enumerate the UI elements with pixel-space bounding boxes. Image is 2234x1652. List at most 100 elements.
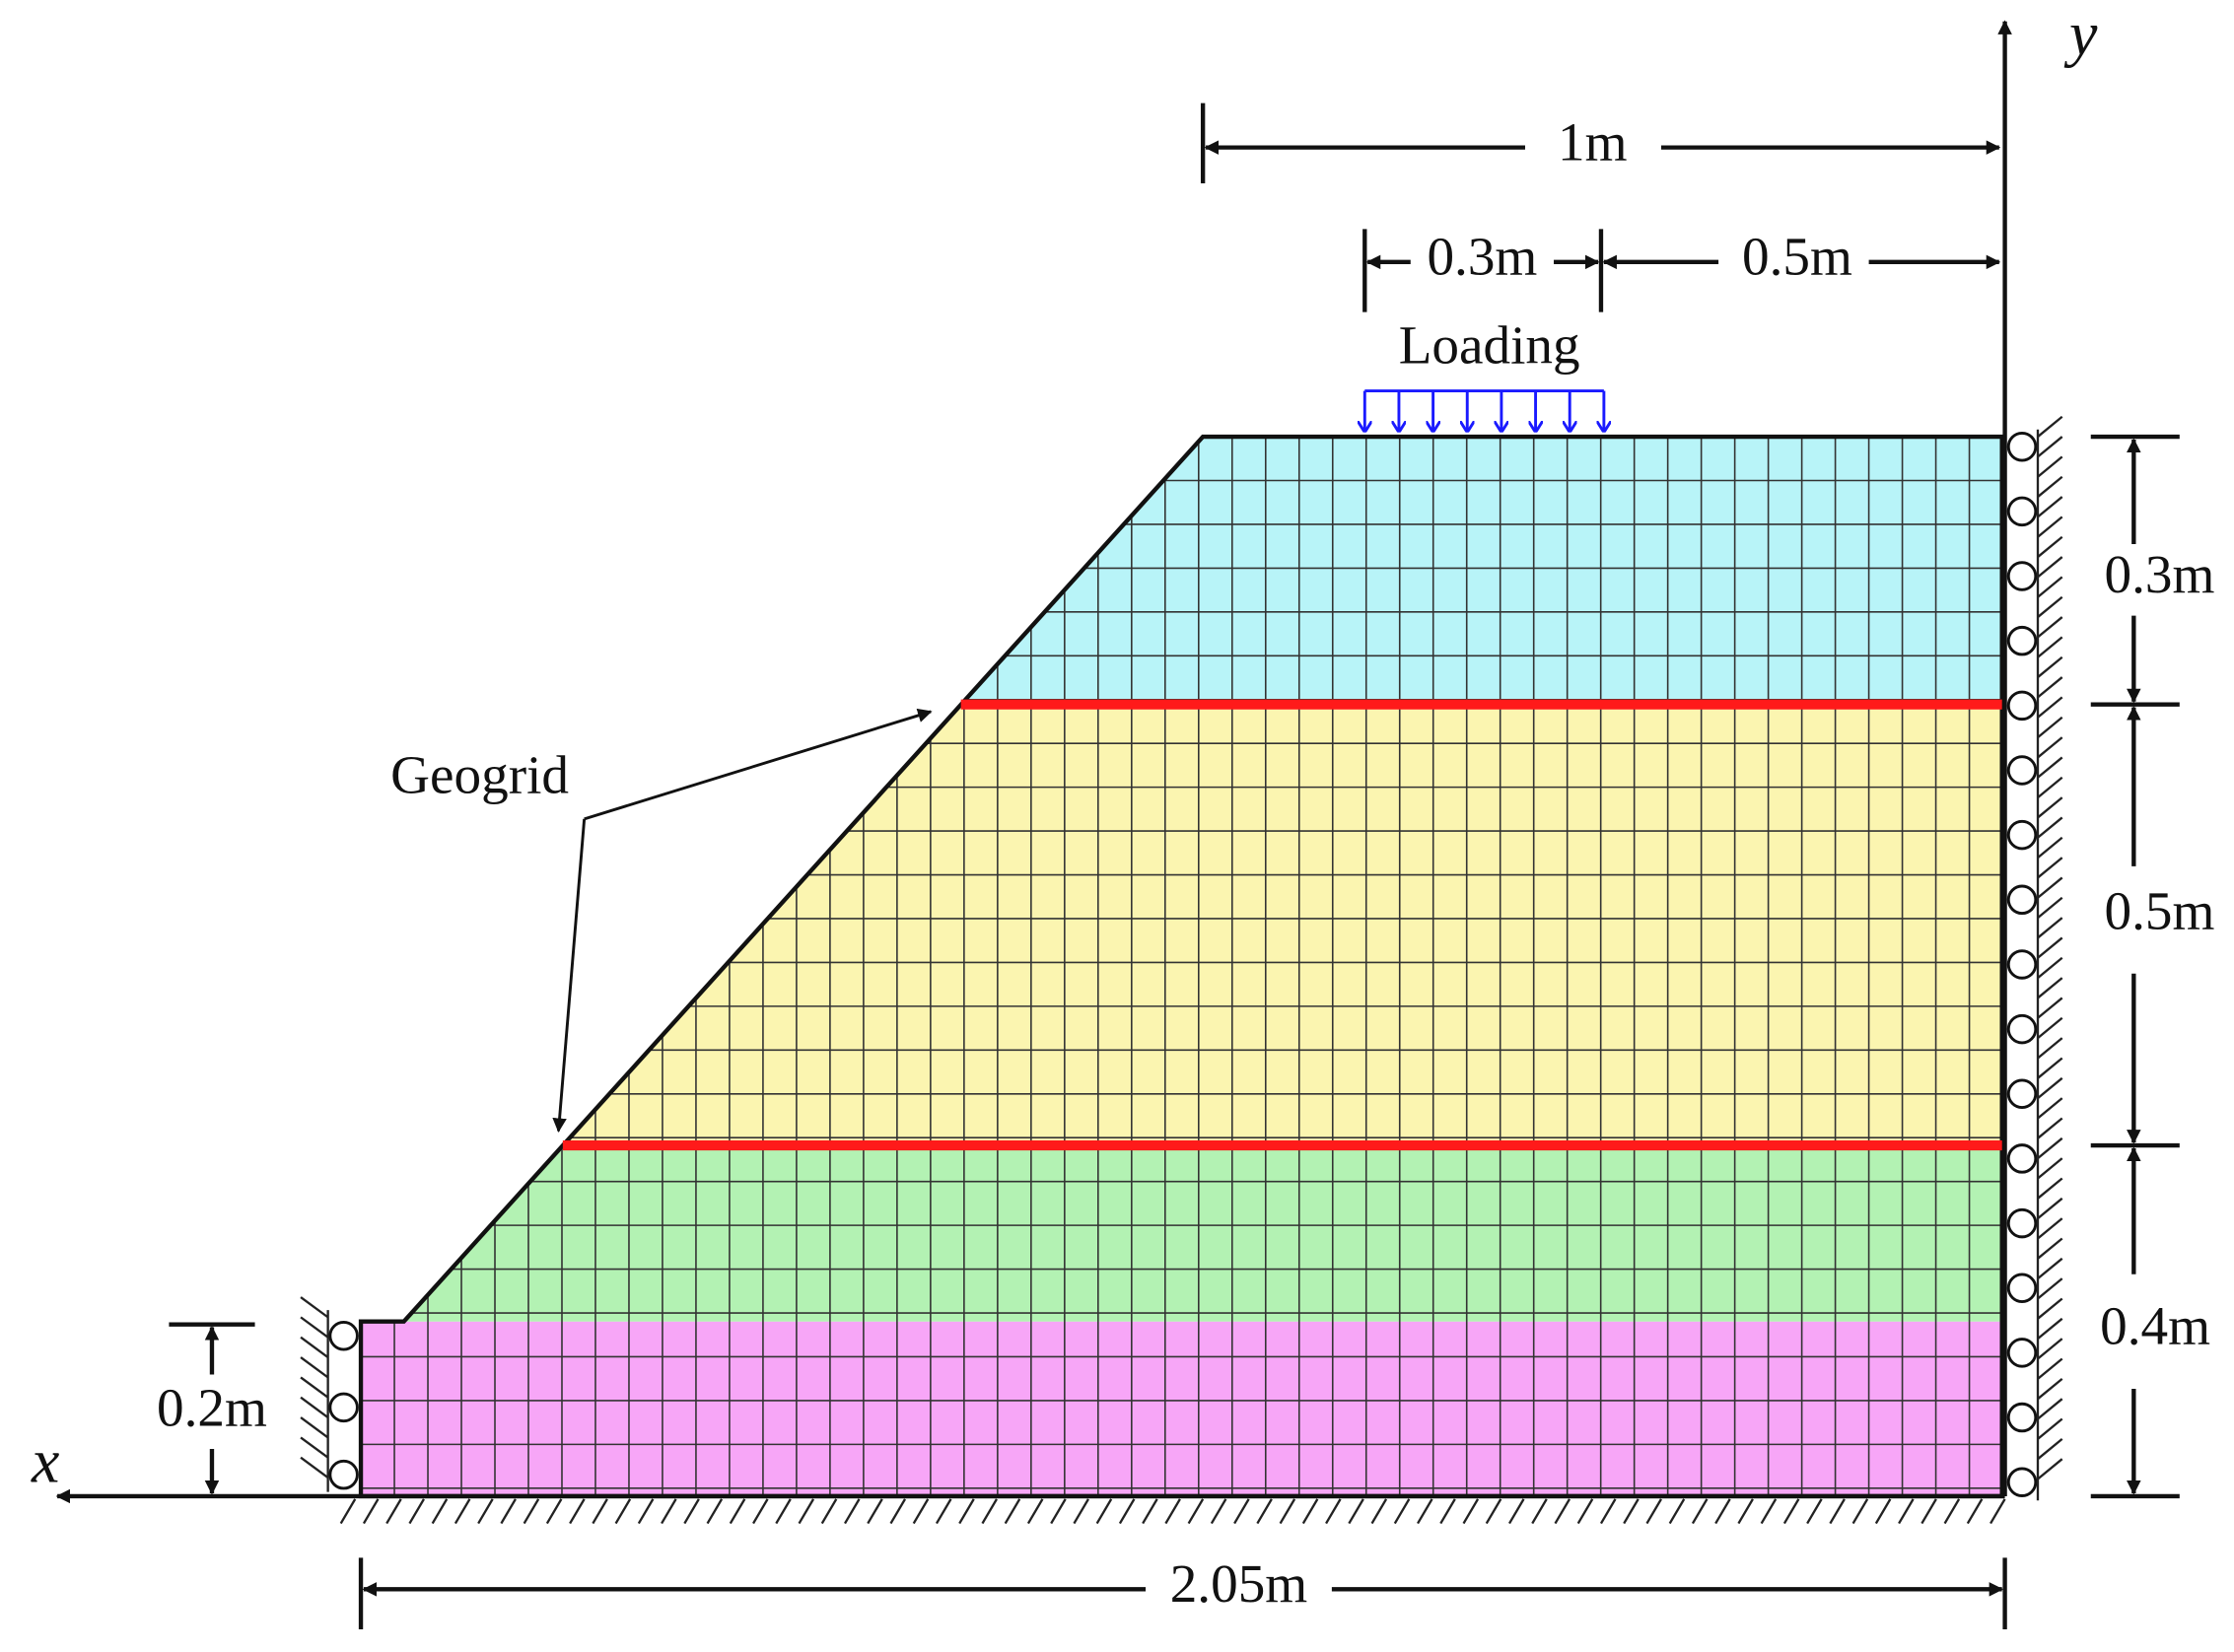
hatch xyxy=(2037,736,2063,759)
hatch xyxy=(2037,1177,2063,1200)
loading-label: Loading xyxy=(1399,315,1580,376)
hatch xyxy=(683,1498,700,1525)
roller xyxy=(2006,1402,2038,1433)
hatch xyxy=(300,1416,329,1439)
hatch xyxy=(1920,1498,1937,1525)
hatch xyxy=(2037,595,2063,618)
hatch xyxy=(2037,1437,2063,1461)
middle-layer xyxy=(562,704,2002,1146)
hatch xyxy=(775,1498,792,1525)
roller xyxy=(2006,884,2038,916)
hatch xyxy=(1645,1498,1662,1525)
roller xyxy=(2006,1207,2038,1239)
dim-label: 0.3m xyxy=(1427,227,1537,287)
roller xyxy=(2006,1467,2038,1497)
hatch xyxy=(958,1498,975,1525)
hatch xyxy=(1874,1498,1892,1525)
hatch xyxy=(1531,1498,1548,1525)
dim-label: 0.5m xyxy=(2105,880,2215,940)
roller xyxy=(2006,1013,2038,1045)
hatch xyxy=(2037,475,2063,498)
hatch xyxy=(2037,1057,2063,1079)
hatch xyxy=(300,1336,329,1358)
hatch xyxy=(2037,1157,2063,1180)
hatch xyxy=(2037,696,2063,719)
hatch xyxy=(1233,1498,1250,1525)
hatch xyxy=(1806,1498,1823,1525)
hatch xyxy=(2037,977,2063,999)
hatch xyxy=(2037,816,2063,839)
hatch xyxy=(2037,1338,2063,1360)
hatch xyxy=(300,1396,329,1418)
hatch xyxy=(2037,956,2063,980)
hatch xyxy=(1210,1498,1227,1525)
hatch xyxy=(2037,535,2063,558)
hatch xyxy=(1623,1498,1640,1525)
hatch xyxy=(1073,1498,1089,1525)
hatch xyxy=(820,1498,838,1525)
hatch xyxy=(2037,436,2063,458)
roller xyxy=(2006,690,2038,722)
hatch xyxy=(614,1498,632,1525)
geogrid-label: Geogrid xyxy=(390,744,569,804)
hatch xyxy=(1004,1498,1021,1525)
callout-arrow xyxy=(584,708,933,821)
hatch xyxy=(1782,1498,1800,1525)
hatch xyxy=(592,1498,608,1525)
hatch xyxy=(569,1498,586,1525)
roller xyxy=(2006,1273,2038,1303)
hatch xyxy=(1829,1498,1846,1525)
hatch xyxy=(1943,1498,1961,1525)
hatch xyxy=(1439,1498,1456,1525)
hatch xyxy=(385,1498,402,1525)
dim-label: 0.5m xyxy=(1742,227,1852,287)
hatch xyxy=(935,1498,952,1525)
hatch xyxy=(1760,1498,1778,1525)
hatch xyxy=(2037,1076,2063,1100)
hatch xyxy=(867,1498,883,1525)
hatch xyxy=(2037,636,2063,658)
hatch xyxy=(752,1498,769,1525)
hatch xyxy=(454,1498,471,1525)
roller xyxy=(2006,561,2038,591)
hatch xyxy=(2037,655,2063,678)
roller xyxy=(328,1321,359,1351)
hatch xyxy=(2037,796,2063,819)
hatch xyxy=(2037,917,2063,939)
hatch xyxy=(844,1498,861,1525)
roller xyxy=(2006,496,2038,527)
hatch xyxy=(545,1498,563,1525)
hatch xyxy=(2037,576,2063,598)
roller xyxy=(2006,755,2038,786)
hatch xyxy=(1554,1498,1571,1525)
hatch xyxy=(1508,1498,1525,1525)
hatch xyxy=(2037,896,2063,920)
hatch xyxy=(477,1498,494,1525)
hatch xyxy=(2037,876,2063,899)
hatch xyxy=(889,1498,907,1525)
hatch xyxy=(1050,1498,1067,1525)
roller xyxy=(2006,1143,2038,1174)
hatch xyxy=(1599,1498,1617,1525)
hatch xyxy=(1095,1498,1113,1525)
hatch xyxy=(300,1456,329,1479)
hatch xyxy=(2037,776,2063,798)
hatch xyxy=(2037,616,2063,639)
hatch xyxy=(1348,1498,1364,1525)
hatch xyxy=(2037,415,2063,438)
hatch xyxy=(2037,516,2063,538)
hatch xyxy=(2037,1317,2063,1341)
hatch xyxy=(1279,1498,1296,1525)
hatch xyxy=(2037,455,2063,478)
hatch xyxy=(1393,1498,1411,1525)
hatch xyxy=(2037,1277,2063,1300)
roller xyxy=(2006,819,2038,851)
hatch xyxy=(2037,1458,2063,1480)
hatch xyxy=(2037,936,2063,959)
hatch xyxy=(637,1498,655,1525)
hatch xyxy=(1691,1498,1709,1525)
hatch xyxy=(523,1498,540,1525)
hatch xyxy=(500,1498,517,1525)
